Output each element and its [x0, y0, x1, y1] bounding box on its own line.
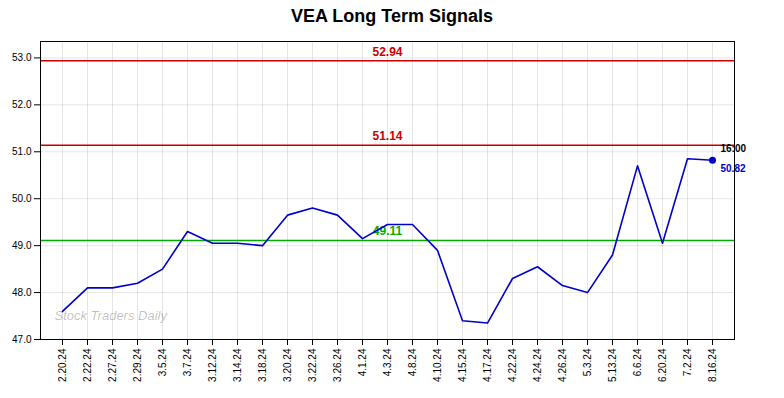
- svg-text:2.27.24: 2.27.24: [107, 348, 118, 382]
- svg-text:2.22.24: 2.22.24: [82, 348, 93, 382]
- svg-text:4.10.24: 4.10.24: [432, 348, 443, 382]
- svg-text:16:00: 16:00: [721, 143, 747, 154]
- svg-text:3.26.24: 3.26.24: [332, 348, 343, 382]
- svg-text:6.20.24: 6.20.24: [657, 348, 668, 382]
- svg-text:3.20.24: 3.20.24: [282, 348, 293, 382]
- svg-text:3.22.24: 3.22.24: [307, 348, 318, 382]
- svg-text:47.0: 47.0: [12, 334, 32, 345]
- svg-text:3.18.24: 3.18.24: [257, 348, 268, 382]
- svg-text:3.12.24: 3.12.24: [207, 348, 218, 382]
- svg-text:3.14.24: 3.14.24: [232, 348, 243, 382]
- svg-text:51.14: 51.14: [372, 129, 402, 143]
- svg-text:6.6.24: 6.6.24: [632, 348, 643, 376]
- svg-text:5.3.24: 5.3.24: [582, 348, 593, 376]
- svg-text:4.8.24: 4.8.24: [407, 348, 418, 376]
- svg-text:4.17.24: 4.17.24: [482, 348, 493, 382]
- svg-text:48.0: 48.0: [12, 287, 32, 298]
- svg-text:4.3.24: 4.3.24: [382, 348, 393, 376]
- svg-text:4.24.24: 4.24.24: [532, 348, 543, 382]
- svg-text:4.22.24: 4.22.24: [507, 348, 518, 382]
- svg-text:7.2.24: 7.2.24: [682, 348, 693, 376]
- svg-text:49.11: 49.11: [373, 224, 403, 238]
- html-text:VEA Long Term Signals: VEA Long Term Signals: [291, 6, 493, 26]
- svg-text:4.26.24: 4.26.24: [557, 348, 568, 382]
- svg-text:2.29.24: 2.29.24: [132, 348, 143, 382]
- svg-text:3.5.24: 3.5.24: [157, 348, 168, 376]
- svg-text:3.7.24: 3.7.24: [182, 348, 193, 376]
- svg-text:5.13.24: 5.13.24: [607, 348, 618, 382]
- svg-text:4.1.24: 4.1.24: [357, 348, 368, 376]
- svg-text:2.20.24: 2.20.24: [57, 348, 68, 382]
- svg-text:8.16.24: 8.16.24: [707, 348, 718, 382]
- svg-text:50.0: 50.0: [12, 193, 32, 204]
- svg-text:52.0: 52.0: [12, 99, 32, 110]
- svg-text:53.0: 53.0: [12, 52, 32, 63]
- svg-text:52.94: 52.94: [372, 45, 402, 59]
- svg-text:Stock Traders Daily: Stock Traders Daily: [55, 308, 169, 323]
- svg-text:4.15.24: 4.15.24: [457, 348, 468, 382]
- svg-text:49.0: 49.0: [12, 240, 32, 251]
- svg-text:50.82: 50.82: [721, 163, 746, 174]
- svg-text:51.0: 51.0: [12, 146, 32, 157]
